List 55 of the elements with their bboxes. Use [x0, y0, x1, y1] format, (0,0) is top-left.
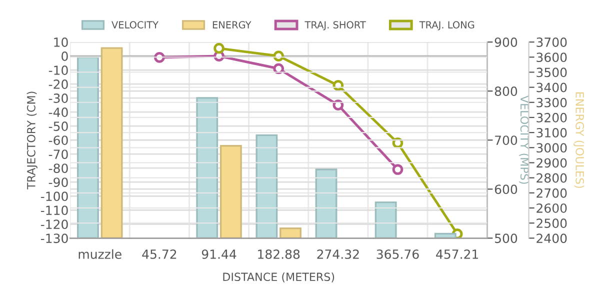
- y-tick-label: -10: [48, 66, 68, 75]
- y-tick-label: -110: [40, 206, 68, 216]
- y-tick-label: 0: [62, 52, 68, 61]
- y3-tick-label: 2400: [536, 234, 567, 244]
- x-tick-label: muzzle: [78, 249, 122, 259]
- point: [392, 164, 404, 175]
- y3-tick-label: 3400: [536, 82, 567, 92]
- y3-tick-label: 2700: [536, 188, 567, 198]
- y2-tick-label: 900: [494, 38, 518, 47]
- x-tick-label: 457.21: [436, 249, 478, 259]
- legend-label: ENERGY: [212, 21, 252, 28]
- x-tick-label: 45.72: [142, 249, 176, 259]
- point: [332, 100, 344, 110]
- y-tick-label: -40: [48, 108, 68, 118]
- y3-tick-label: 3300: [536, 98, 567, 108]
- y-tick-label: -90: [48, 178, 68, 188]
- y-tick-label: -60: [48, 136, 68, 146]
- y2-axis-title: VELOCITY (MPS): [519, 96, 530, 184]
- y-tick-label: -20: [48, 80, 68, 89]
- point: [273, 50, 284, 62]
- y-tick-label: -80: [48, 164, 68, 174]
- y3-tick-label: 3600: [536, 52, 567, 62]
- y3-tick-label: 3000: [536, 143, 567, 153]
- y2-tick-label: 500: [495, 234, 518, 244]
- legend-label: TRAJ. LONG: [419, 21, 474, 30]
- point: [154, 52, 165, 63]
- y3-tick-label: 2500: [536, 218, 567, 228]
- y3-tick-label: 3700: [536, 38, 567, 47]
- x-axis-title: DISTANCE (METERS): [223, 272, 334, 282]
- x-tick-label: 365.76: [376, 249, 419, 259]
- x-tick-label: 274.32: [317, 249, 359, 259]
- point: [273, 63, 284, 74]
- y3-axis-title: ENERGY (JOULES): [574, 92, 584, 188]
- y3-tick-label: 3100: [536, 128, 567, 138]
- y2-tick-label: 600: [494, 184, 518, 194]
- y-tick-label: -30: [48, 94, 68, 103]
- y2-tick-label: 700: [495, 136, 518, 146]
- y3-tick-label: 2900: [536, 158, 567, 168]
- x-tick-label: 182.88: [258, 249, 300, 259]
- y3-tick-label: 2800: [536, 173, 567, 183]
- y-tick-label: -50: [48, 122, 68, 132]
- y-axis-title: TRAJECTORY (CM): [26, 92, 38, 190]
- y3-tick-label: 3500: [536, 68, 567, 78]
- y-tick-label: -100: [40, 192, 68, 202]
- y3-tick-label: 3200: [536, 112, 567, 122]
- x-tick-label: 91.44: [202, 249, 236, 259]
- y-tick-label: -120: [40, 220, 68, 230]
- legend-label: VELOCITY: [112, 21, 159, 28]
- y-tick-label: -130: [40, 234, 68, 244]
- legend-label: TRAJ. SHORT: [304, 21, 366, 30]
- point: [214, 42, 224, 54]
- y-tick-label: 10: [54, 38, 68, 47]
- y-tick-label: -70: [48, 150, 68, 160]
- y2-tick-label: 800: [494, 86, 518, 96]
- y3-tick-label: 2600: [536, 203, 567, 213]
